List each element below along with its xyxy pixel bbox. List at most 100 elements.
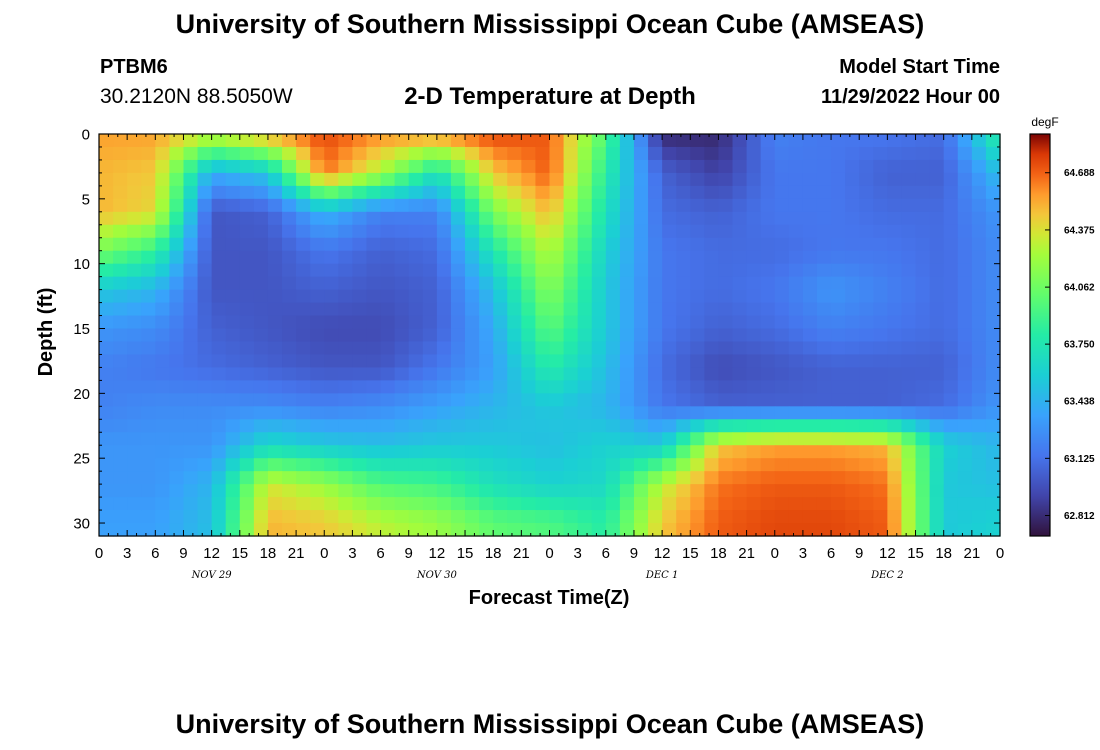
heatmap-cell [422,419,438,433]
heatmap-cell [394,185,410,200]
heatmap-cell [155,445,170,459]
heatmap-cell [408,497,424,511]
heatmap-cell [493,276,508,291]
heatmap-cell [957,198,973,213]
heatmap-cell [633,341,649,356]
heatmap-cell [633,445,649,459]
heatmap-cell [141,484,156,498]
model-start-label: Model Start Time [839,56,1000,78]
heatmap-cell [563,250,579,265]
heatmap-cell [690,497,705,511]
heatmap-cell [985,393,1001,407]
heatmap-cell [619,198,635,213]
heatmap-cell [816,263,832,278]
heatmap-cell [760,510,776,524]
heatmap-cell [704,315,720,330]
heatmap-cell [760,237,776,252]
heatmap-cell [563,224,579,239]
heatmap-cell [648,328,663,343]
heatmap-cell [859,250,874,265]
heatmap-cell [493,497,508,511]
heatmap-cell [352,354,368,369]
heatmap-cell [662,263,677,278]
heatmap-cell [816,146,832,161]
heatmap-cell [197,211,213,226]
heatmap-cell [957,185,973,200]
heatmap-cell [816,380,832,394]
heatmap-cell [549,289,565,304]
heatmap-cell [310,198,325,213]
heatmap-cell [985,159,1001,174]
heatmap-cell [450,146,466,161]
heatmap-cell [479,367,494,381]
heatmap-cell [915,419,931,433]
heatmap-cell [915,211,931,226]
heatmap-cell [816,458,832,472]
heatmap-cell [802,393,818,407]
heatmap-cell [648,289,663,304]
heatmap-cell [859,302,874,317]
heatmap-cell [549,393,565,407]
heatmap-cell [99,134,114,148]
heatmap-cell [310,497,325,511]
heatmap-cell [422,224,438,239]
heatmap-cell [887,289,903,304]
heatmap-cell [971,302,987,317]
heatmap-cell [535,523,551,537]
heatmap-cell [113,445,128,459]
heatmap-cell [732,289,748,304]
heatmap-cell [957,419,973,433]
heatmap-cell [605,172,621,187]
day-label: NOV 29 [191,570,233,581]
x-tick-label: 12 [429,545,446,562]
heatmap-cell [352,211,368,226]
heatmap-cell [788,198,804,213]
heatmap-cell [563,354,579,369]
heatmap-cell [465,185,480,200]
heatmap-cell [774,471,790,485]
heatmap-cell [732,523,748,537]
heatmap-cell [985,315,1001,330]
heatmap-cell [873,302,888,317]
heatmap-cell [338,458,354,472]
heatmap-cell [141,134,156,148]
heatmap-cell [141,445,156,459]
heatmap-cell [535,484,551,498]
heatmap-cell [282,393,297,407]
heatmap-cell [633,276,649,291]
heatmap-cell [141,419,156,433]
heatmap-cell [690,276,705,291]
heatmap-cell [408,159,424,174]
heatmap-cell [450,419,466,433]
heatmap-cell [394,497,410,511]
heatmap-cell [521,134,537,148]
heatmap-cell [887,328,903,343]
heatmap-cell [873,328,888,343]
heatmap-cell [465,276,480,291]
heatmap-cell [394,276,410,291]
heatmap-cell [465,315,480,330]
heatmap-cell [732,445,748,459]
heatmap-cell [985,510,1001,524]
heatmap-cell [648,263,663,278]
heatmap-cell [859,328,874,343]
heatmap-cell [676,250,691,265]
heatmap-cell [774,263,790,278]
heatmap-cell [197,224,213,239]
heatmap-cell [465,445,480,459]
heatmap-cell [267,380,283,394]
heatmap-cell [690,146,705,161]
heatmap-cell [99,510,114,524]
heatmap-cell [746,250,762,265]
heatmap-cell [239,445,255,459]
heatmap-cell [422,484,438,498]
heatmap-cell [563,172,579,187]
heatmap-cell [239,315,255,330]
heatmap-cell [155,510,170,524]
heatmap-cell [633,250,649,265]
heatmap-cell [465,406,480,420]
heatmap-cell [648,341,663,356]
heatmap-cell [99,276,114,291]
heatmap-cell [774,172,790,187]
heatmap-cell [465,211,480,226]
